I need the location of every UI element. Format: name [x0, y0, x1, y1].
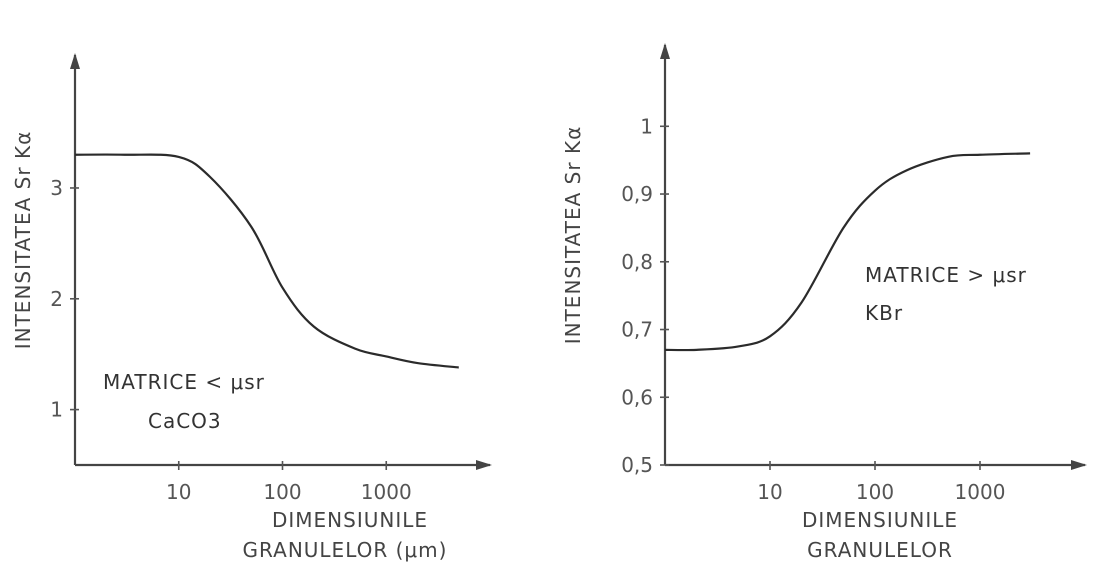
y-axis-arrow: [660, 43, 670, 59]
x-tick-label: 1000: [361, 480, 412, 504]
series-line: [664, 152, 1031, 352]
series-line: [74, 153, 459, 369]
y-axis-title: INTENSITATEA Sr Kα: [561, 126, 585, 345]
compound-annotation: KBr: [865, 301, 903, 325]
y-axis-title: INTENSITATEA Sr Kα: [11, 131, 35, 350]
matrix-annotation: MATRICE < μsr: [103, 370, 265, 394]
y-tick-label: 3: [50, 176, 63, 200]
x-axis-title-line2: GRANULELOR (μm): [243, 538, 448, 562]
y-tick-label: 0,6: [621, 385, 653, 409]
y-tick-label: 0,7: [621, 318, 653, 342]
chart-right-svg: 0,5 0,6 0,7 0,8 0,9 1 10 100 1000 INTENSITATEA Sr…: [561, 43, 1087, 562]
x-tick-label: 10: [757, 480, 782, 504]
x-tick-label: 100: [263, 480, 301, 504]
x-axis-arrow: [476, 460, 492, 470]
y-tick-label: 0,5: [621, 453, 653, 477]
chart-left-svg: 1 2 3 10 100 1000 INTENSITATEA Sr Kα DIMENSIUNI…: [11, 53, 492, 562]
matrix-annotation: MATRICE > μsr: [865, 263, 1027, 287]
x-tick-label: 1000: [955, 480, 1006, 504]
compound-annotation: CaCO3: [148, 409, 222, 433]
chart-left: 1 2 3 10 100 1000 INTENSITATEA Sr Kα DIMENSIUNI…: [0, 0, 540, 563]
y-axis-arrow: [70, 53, 80, 69]
x-axis-title-line1: DIMENSIUNILE: [802, 508, 958, 532]
x-tick-label: 100: [856, 480, 894, 504]
x-axis-arrow: [1071, 460, 1087, 470]
chart-right: 0,5 0,6 0,7 0,8 0,9 1 10 100 1000 INTENSITATEA Sr…: [550, 0, 1107, 563]
y-tick-label: 0,9: [621, 182, 653, 206]
x-axis-title-line1: DIMENSIUNILE: [272, 508, 428, 532]
x-axis-title-line2: GRANULELOR: [807, 538, 953, 562]
y-tick-label: 2: [50, 287, 63, 311]
x-tick-label: 10: [166, 480, 191, 504]
y-tick-label: 1: [640, 114, 653, 138]
y-tick-label: 0,8: [621, 250, 653, 274]
y-tick-label: 1: [50, 398, 63, 422]
